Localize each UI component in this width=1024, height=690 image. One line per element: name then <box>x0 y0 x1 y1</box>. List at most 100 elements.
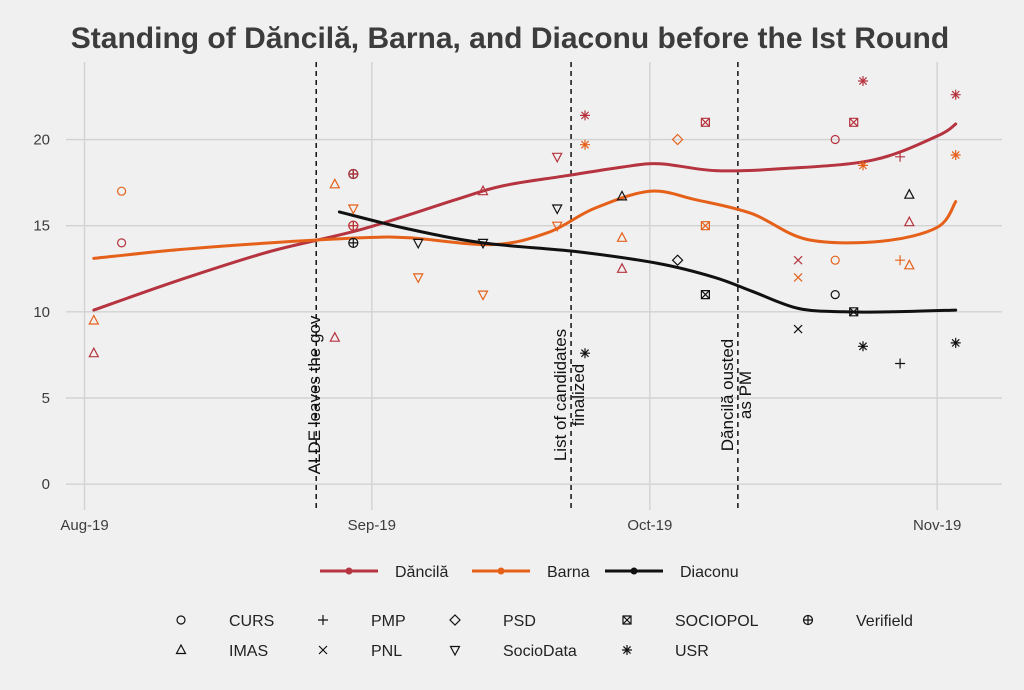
poll-point <box>329 178 341 189</box>
poll-point <box>830 255 840 265</box>
circle-icon <box>176 615 186 625</box>
legend-label: Barna <box>547 564 590 581</box>
poll-point <box>849 117 859 127</box>
annotation-line: List of candidates <box>551 329 570 461</box>
y-tick-label: 0 <box>42 476 50 493</box>
legend-item-verifield: Verifield <box>802 613 913 630</box>
legend-label: SOCIOPOL <box>675 613 759 630</box>
legend-item-dancila: Dăncilă <box>320 564 448 581</box>
y-tick-label: 20 <box>33 132 50 149</box>
y-tick-label: 15 <box>33 218 50 235</box>
poll-point <box>895 358 906 369</box>
legend-label: PMP <box>371 613 406 630</box>
legend-item-imas: IMAS <box>175 643 268 660</box>
legend-item-pmp: PMP <box>318 613 406 630</box>
poll-point <box>580 110 590 121</box>
poll-point <box>830 290 840 300</box>
y-tick-label: 5 <box>42 390 50 407</box>
legend-label: IMAS <box>229 643 268 660</box>
legend-item-pnl: PNL <box>318 643 402 660</box>
x-tick-label: Sep-19 <box>348 517 396 534</box>
poll-point <box>858 160 868 171</box>
candidate-legend: Dăncilă Barna Diaconu <box>320 564 739 581</box>
poll-point <box>793 272 803 282</box>
annotation-line: as PM <box>736 371 755 419</box>
boxx-icon <box>622 615 632 625</box>
poll-point <box>477 238 489 250</box>
poll-point <box>671 254 684 267</box>
poll-point <box>551 204 563 215</box>
poll-point <box>347 204 359 215</box>
poll-point <box>700 117 711 127</box>
legend-item-usr: USR <box>622 643 709 660</box>
poll-point <box>903 215 915 227</box>
event-lines <box>315 62 739 510</box>
circleplus-icon <box>802 614 814 626</box>
poll-point <box>950 150 961 160</box>
legend-item-sociopol: SOCIOPOL <box>622 613 759 630</box>
x-tick-label: Nov-19 <box>913 517 961 534</box>
poll-point <box>616 231 628 242</box>
poll-point <box>329 331 341 342</box>
legend-dot <box>630 567 638 575</box>
poll-point <box>950 89 961 100</box>
poll-point <box>412 273 424 284</box>
poll-point <box>616 190 628 201</box>
poll-point <box>858 341 868 352</box>
x-tick-label: Oct-19 <box>627 517 672 534</box>
poll-point <box>830 134 840 145</box>
legend-label: PSD <box>503 613 536 630</box>
legend-label: SocioData <box>503 643 577 660</box>
x-icon <box>318 645 328 655</box>
legend-dot <box>497 567 505 575</box>
legend-item-diaconu: Diaconu <box>605 564 739 581</box>
pollster-legend: CURS PMP PSD SOCIOPOL Verifield IMAS PNL SocioD… <box>175 613 913 660</box>
annotation-line: Dăncilă ousted <box>718 339 737 451</box>
poll-point <box>700 290 711 300</box>
poll-point <box>477 184 489 196</box>
poll-point <box>903 188 915 199</box>
diamond-icon <box>449 614 461 626</box>
poll-point <box>671 133 684 146</box>
legend-label: PNL <box>371 643 402 660</box>
event-annotations: ALDE leaves the gov List of candidatesfin… <box>305 315 755 474</box>
poll-point <box>895 151 906 162</box>
poll-point <box>616 262 628 273</box>
legend-item-curs: CURS <box>176 613 274 630</box>
legend-item-sociodata: SocioData <box>449 643 577 660</box>
poll-point <box>858 76 868 86</box>
poll-point <box>348 237 359 248</box>
legend-item-psd: PSD <box>449 613 536 630</box>
poll-point <box>116 186 127 196</box>
poll-point <box>580 139 590 150</box>
poll-points <box>88 76 961 369</box>
poll-point <box>793 324 803 334</box>
annotation-line: ALDE leaves the gov <box>305 315 324 474</box>
trend-line-dancila <box>92 122 958 312</box>
chart-title: Standing of Dăncilă, Barna, and Diaconu … <box>71 22 949 55</box>
event-annotation: ALDE leaves the gov <box>305 315 324 474</box>
poll-point <box>580 348 590 359</box>
event-annotation: Dăncilă oustedas PM <box>718 339 755 451</box>
poll-point <box>903 259 915 270</box>
y-tick-label: 10 <box>33 304 50 321</box>
legend-label: Verifield <box>856 613 913 630</box>
axis-ticks: 0 5 10 15 20 Aug-19 Sep-19 Oct-19 Nov-19 <box>33 132 961 534</box>
poll-point <box>895 255 906 266</box>
poll-point <box>116 238 127 248</box>
triangledown-icon <box>449 645 461 657</box>
asterisk-icon <box>622 645 632 655</box>
smooth-lines <box>92 122 958 314</box>
trend-line-diaconu <box>337 210 958 314</box>
poll-point <box>88 346 100 358</box>
x-tick-label: Aug-19 <box>60 517 108 534</box>
legend-item-barna: Barna <box>472 564 590 581</box>
poll-point <box>700 221 711 231</box>
poll-point <box>551 152 563 164</box>
event-annotation: List of candidatesfinalized <box>551 329 588 461</box>
poll-point <box>849 307 859 317</box>
poll-point <box>88 314 100 325</box>
legend-label: CURS <box>229 613 274 630</box>
